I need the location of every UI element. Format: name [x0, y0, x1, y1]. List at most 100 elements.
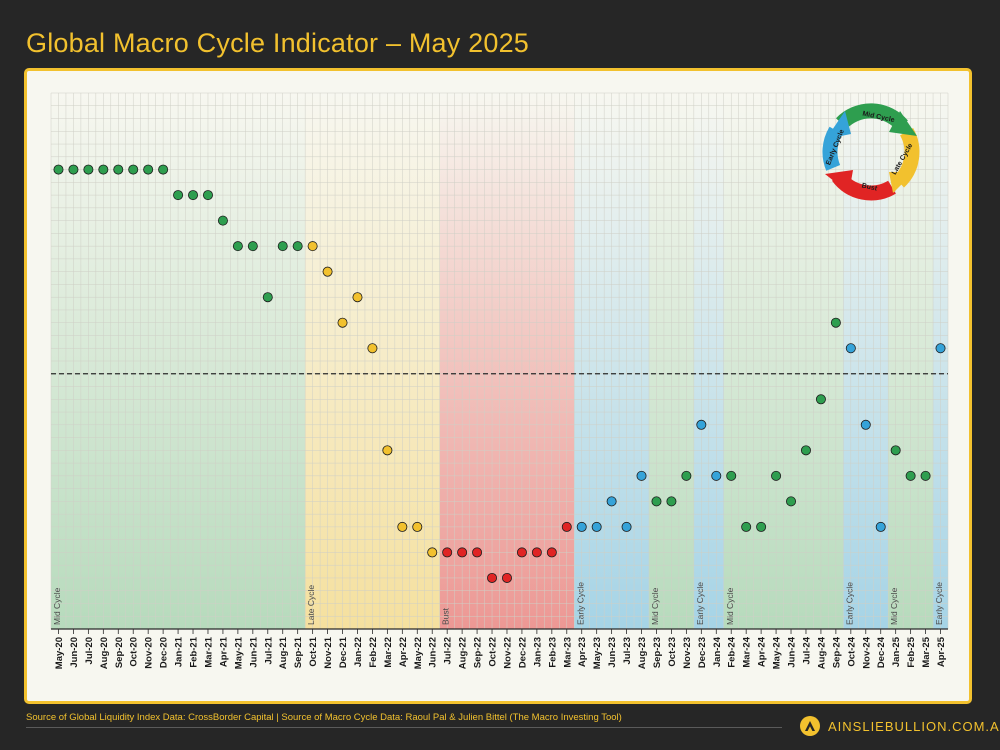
- x-tick-label: Sep-22: [473, 637, 484, 668]
- data-point-May-21: [232, 241, 243, 252]
- x-tick-label: Mar-23: [562, 637, 573, 668]
- x-tick-label: Apr-22: [398, 637, 409, 667]
- x-tick-label: Oct-23: [667, 637, 678, 667]
- x-tick-label: Jun-24: [787, 636, 798, 667]
- brand-a-icon: [800, 716, 820, 736]
- data-point-Mar-23: [561, 521, 572, 532]
- region-label-6: Mid Cycle: [725, 587, 735, 625]
- region-label-7: Early Cycle: [844, 582, 854, 625]
- data-point-Sep-23: [651, 496, 662, 507]
- data-point-Jun-20: [68, 164, 79, 175]
- macro-cycle-chart: May-20 Jun-20 Jul-20 Aug-20 Sep-20 Oct-20 Nov-…: [50, 92, 949, 669]
- region-label-8: Mid Cycle: [889, 587, 899, 625]
- data-point-Feb-24: [726, 470, 737, 481]
- data-point-Dec-20: [158, 164, 169, 175]
- x-tick-label: Jun-20: [69, 637, 80, 668]
- grid-lines: [50, 92, 949, 630]
- data-point-May-22: [412, 521, 423, 532]
- wheel-arrowhead-late: [889, 172, 914, 193]
- data-point-Jul-23: [621, 521, 632, 532]
- x-tick-label: Aug-20: [99, 637, 110, 669]
- data-point-Jan-23: [531, 547, 542, 558]
- data-point-Feb-23: [546, 547, 557, 558]
- x-tick-labels: May-20 Jun-20 Jul-20 Aug-20 Sep-20 Oct-20 Nov-…: [54, 636, 947, 669]
- data-point-Apr-21: [217, 215, 228, 226]
- footer-divider: [26, 727, 782, 728]
- data-point-May-23: [591, 521, 602, 532]
- x-tick-label: Jan-25: [891, 636, 902, 667]
- x-tick-label: Jan-23: [532, 637, 543, 667]
- x-tick-label: Feb-23: [547, 637, 558, 668]
- data-point-Dec-21: [337, 317, 348, 328]
- region-label-4: Mid Cycle: [650, 587, 660, 625]
- data-point-May-24: [771, 470, 782, 481]
- x-tick-label: Apr-24: [757, 636, 768, 667]
- x-tick-label: Feb-22: [368, 637, 379, 668]
- x-tick-label: Jan-24: [712, 636, 723, 667]
- x-tick-label: Apr-23: [577, 637, 588, 667]
- data-point-Feb-25: [905, 470, 916, 481]
- data-point-Oct-23: [666, 496, 677, 507]
- data-point-Jul-21: [262, 292, 273, 303]
- x-tick-label: Oct-22: [488, 637, 499, 667]
- data-point-Mar-22: [382, 445, 393, 456]
- x-tick-label: May-21: [233, 636, 244, 669]
- data-point-Jul-22: [442, 547, 453, 558]
- x-tick-label: May-24: [772, 636, 783, 669]
- x-tick-label: Mar-24: [742, 636, 753, 667]
- data-point-Oct-21: [307, 241, 318, 252]
- data-point-Jun-23: [606, 496, 617, 507]
- x-tick-label: Jan-22: [353, 637, 364, 667]
- region-label-9: Early Cycle: [934, 582, 944, 625]
- data-point-Jun-22: [427, 547, 438, 558]
- x-tick-label: May-22: [413, 637, 424, 669]
- x-tick-label: Apr-21: [218, 636, 229, 667]
- x-tick-label: Aug-24: [816, 636, 827, 669]
- x-tick-label: Nov-24: [861, 636, 872, 668]
- data-point-Sep-24: [830, 317, 841, 328]
- data-point-Feb-21: [188, 190, 199, 201]
- chart-panel: May-20 Jun-20 Jul-20 Aug-20 Sep-20 Oct-20 Nov-…: [24, 68, 972, 704]
- x-axis: [51, 628, 948, 634]
- data-point-Sep-21: [292, 241, 303, 252]
- region-label-5: Early Cycle: [695, 582, 705, 625]
- x-tick-label: Jul-22: [443, 637, 454, 664]
- data-point-Oct-20: [128, 164, 139, 175]
- x-tick-label: Aug-23: [637, 637, 648, 669]
- x-tick-label: Aug-21: [278, 636, 289, 669]
- x-tick-label: Oct-24: [846, 636, 857, 666]
- data-point-Aug-20: [98, 164, 109, 175]
- x-tick-label: Jun-22: [428, 637, 439, 668]
- data-point-Nov-22: [501, 572, 512, 583]
- x-tick-label: May-20: [54, 637, 65, 669]
- x-tick-label: Feb-24: [727, 636, 738, 667]
- data-point-Mar-21: [202, 190, 213, 201]
- x-tick-label: Sep-21: [293, 636, 304, 668]
- footer-source-text: Source of Global Liquidity Index Data: C…: [26, 712, 622, 723]
- x-tick-label: Aug-22: [458, 637, 469, 669]
- data-point-Apr-23: [576, 521, 587, 532]
- x-tick-label: Dec-23: [697, 637, 708, 668]
- data-points: [53, 164, 946, 583]
- x-tick-label: Sep-20: [114, 637, 125, 668]
- x-tick-label: Feb-25: [906, 636, 917, 667]
- data-point-Dec-24: [875, 521, 886, 532]
- x-tick-label: May-23: [592, 637, 603, 669]
- region-label-0: Mid Cycle: [52, 587, 62, 625]
- data-point-Jan-24: [711, 470, 722, 481]
- x-tick-label: Mar-21: [203, 636, 214, 667]
- data-point-Aug-24: [815, 394, 826, 405]
- data-point-Nov-23: [681, 470, 692, 481]
- x-tick-label: Mar-25: [921, 636, 932, 667]
- x-tick-label: Oct-20: [129, 637, 140, 667]
- x-tick-label: Jan-21: [174, 636, 185, 667]
- x-tick-label: Dec-22: [517, 637, 528, 668]
- x-tick-label: Apr-25: [936, 636, 947, 667]
- x-tick-label: Dec-24: [876, 636, 887, 668]
- x-tick-label: Jul-23: [622, 637, 633, 664]
- brand-logo[interactable]: AINSLIEBULLION.COM.AU: [800, 716, 1000, 736]
- data-point-Apr-24: [756, 521, 767, 532]
- data-point-May-20: [53, 164, 64, 175]
- x-tick-label: Nov-20: [144, 637, 155, 669]
- data-point-Sep-22: [472, 547, 483, 558]
